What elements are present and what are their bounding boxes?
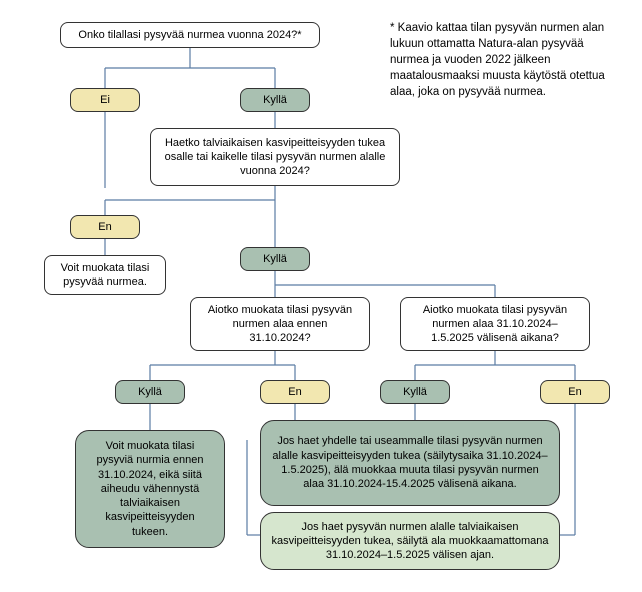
footnote: * Kaavio kattaa tilan pysyvän nurmen ala… (390, 20, 625, 100)
question-2: Haetko talviaikaisen kasvipeitteisyyden … (150, 128, 400, 186)
q2-answer-no: En (70, 215, 140, 239)
question-3a: Aiotko muokata tilasi pysyvän nurmen ala… (190, 297, 370, 351)
q3b-answer-yes: Kyllä (380, 380, 450, 404)
q1-answer-yes: Kyllä (240, 88, 310, 112)
q3b-answer-no: En (540, 380, 610, 404)
question-1: Onko tilallasi pysyvää nurmea vuonna 202… (60, 22, 320, 48)
q2-answer-yes: Kyllä (240, 247, 310, 271)
q1-answer-no: Ei (70, 88, 140, 112)
question-3b: Aiotko muokata tilasi pysyvän nurmen ala… (400, 297, 590, 351)
q3a-answer-no: En (260, 380, 330, 404)
result-modify-before: Voit muokata tilasi pysyviä nurmia ennen… (75, 430, 225, 548)
q3a-answer-yes: Kyllä (115, 380, 185, 404)
result-can-modify: Voit muokata tilasi pysyvää nurmea. (44, 255, 166, 295)
result-keep-unmodified: Jos haet pysyvän nurmen alalle talviaika… (260, 512, 560, 570)
result-dont-modify-period: Jos haet yhdelle tai useammalle tilasi p… (260, 420, 560, 506)
